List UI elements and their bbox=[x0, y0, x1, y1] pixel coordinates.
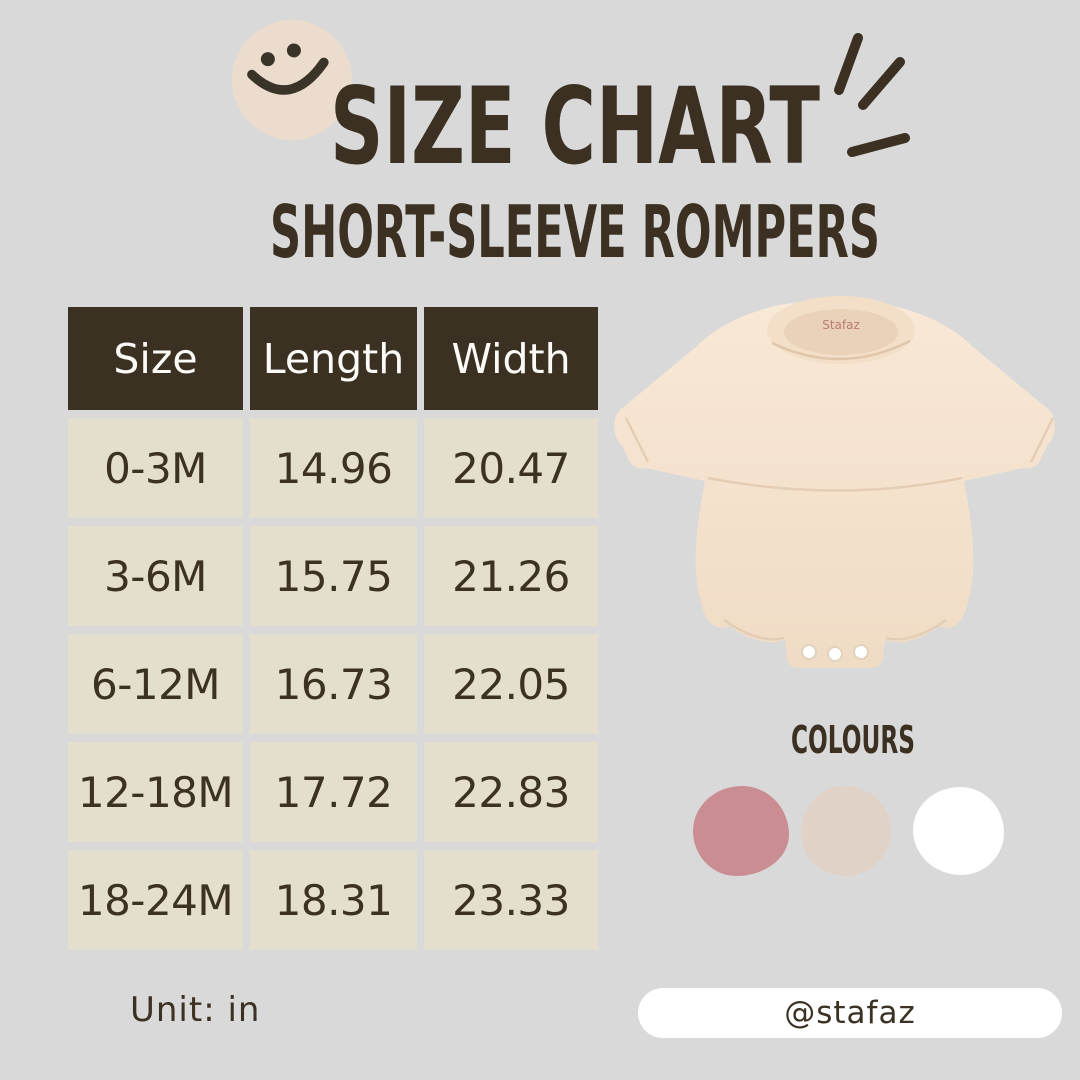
table-cell: 15.75 bbox=[250, 526, 417, 626]
size-table: Size Length Width 0-3M 14.96 20.47 3-6M … bbox=[68, 307, 598, 950]
table-cell: 22.05 bbox=[424, 634, 598, 734]
table-cell: 3-6M bbox=[68, 526, 243, 626]
table-cell: 22.83 bbox=[424, 742, 598, 842]
table-cell: 20.47 bbox=[424, 418, 598, 518]
romper-tag-label: Stafaz bbox=[822, 318, 860, 332]
header-block: SIZE CHART SHORT-SLEEVE ROMPERS bbox=[270, 65, 880, 274]
table-cell: 0-3M bbox=[68, 418, 243, 518]
romper-product-image: Stafaz bbox=[614, 296, 1055, 668]
table-cell: 12-18M bbox=[68, 742, 243, 842]
column-header-length: Length bbox=[250, 307, 417, 410]
table-cell: 23.33 bbox=[424, 850, 598, 950]
unit-label: Unit: in bbox=[130, 990, 261, 1030]
handle-text: @stafaz bbox=[784, 995, 916, 1031]
colour-swatch-beige bbox=[801, 786, 891, 876]
page-title: SIZE CHART bbox=[330, 65, 820, 188]
colour-swatch-pink bbox=[693, 786, 789, 876]
colours-section-header: COLOURS bbox=[791, 718, 915, 762]
table-cell: 17.72 bbox=[250, 742, 417, 842]
table-cell: 18.31 bbox=[250, 850, 417, 950]
column-header-width: Width bbox=[424, 307, 598, 410]
table-cell: 21.26 bbox=[424, 526, 598, 626]
table-cell: 18-24M bbox=[68, 850, 243, 950]
colour-swatch-white bbox=[913, 787, 1004, 875]
column-header-size: Size bbox=[68, 307, 243, 410]
smiley-icon bbox=[232, 20, 352, 140]
colours-heading: COLOURS bbox=[791, 718, 915, 762]
page-subtitle: SHORT-SLEEVE ROMPERS bbox=[270, 190, 880, 274]
table-cell: 14.96 bbox=[250, 418, 417, 518]
handle-pill: @stafaz bbox=[638, 988, 1062, 1038]
table-cell: 6-12M bbox=[68, 634, 243, 734]
table-cell: 16.73 bbox=[250, 634, 417, 734]
sparkle-icon bbox=[834, 33, 910, 157]
